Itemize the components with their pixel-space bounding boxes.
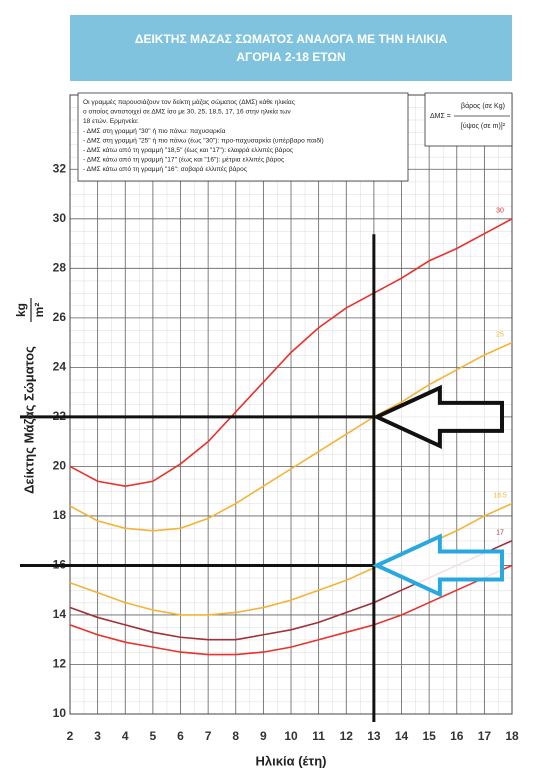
curve-label: 18.5 [493, 492, 507, 499]
formula-left: ΔΜΣ = [430, 113, 451, 120]
y-axis-label: Δείκτης Μάζας Σώματος [21, 346, 36, 494]
y-axis-title: Δείκτης Μάζας Σώματος kg m² [14, 298, 46, 494]
y-tick-label: 14 [53, 607, 67, 621]
y-tick-label: 18 [53, 508, 67, 522]
note-line: 18 ετών. Ερμηνεία: [83, 117, 139, 125]
x-tick-label: 13 [367, 729, 381, 743]
x-tick-label: 4 [122, 729, 129, 743]
note-line: Οι γραμμές παρουσιάζουν τον δείκτη μάζας… [83, 98, 295, 106]
x-tick-label: 15 [422, 729, 436, 743]
x-tick-label: 7 [205, 729, 212, 743]
x-tick-label: 5 [150, 729, 157, 743]
y-unit-numerator: kg [14, 303, 28, 317]
curve-label: 17 [496, 530, 504, 537]
note-line: - ΔΜΣ κάτω από τη γραμμή "18,5" (έως και… [83, 146, 293, 154]
y-tick-label: 24 [53, 360, 67, 374]
y-tick-label: 20 [53, 459, 67, 473]
y-tick-label: 26 [53, 310, 67, 324]
header-box [70, 15, 512, 81]
y-tick-label: 30 [53, 211, 67, 225]
y-tick-label: 10 [53, 706, 67, 720]
formula-numerator: βάρος (σε Kg) [461, 102, 505, 110]
note-line: - ΔΜΣ κάτω από τη γραμμή "16": σοβαρά ελ… [83, 165, 247, 173]
y-tick-label: 12 [53, 657, 67, 671]
chart-title: ΔΕΙΚΤΗΣ ΜΑΖΑΣ ΣΩΜΑΤΟΣ ΑΝΑΛΟΓΑ ΜΕ ΤΗΝ ΗΛΙ… [135, 32, 448, 46]
x-tick-label: 14 [395, 729, 409, 743]
x-tick-label: 3 [94, 729, 101, 743]
arrow [372, 533, 504, 598]
y-tick-label: 32 [53, 161, 67, 175]
note-line: ο οποίος αντιστοιχεί σε ΔΜΣ ίσο με 30, 2… [83, 108, 291, 116]
y-unit-denominator: m² [32, 303, 46, 318]
curve [69, 218, 513, 488]
x-tick-label: 9 [260, 729, 267, 743]
x-tick-label: 17 [478, 729, 492, 743]
x-axis-label: Ηλικία (έτη) [256, 753, 327, 768]
curve-label: 30 [496, 208, 504, 215]
y-tick-label: 28 [53, 260, 67, 274]
x-tick-label: 10 [284, 729, 298, 743]
x-tick-label: 18 [505, 729, 519, 743]
x-tick-label: 2 [67, 729, 74, 743]
formula-box [424, 92, 513, 147]
curve [69, 564, 513, 656]
note-line: - ΔΜΣ κάτω από τη γραμμή "17" (έως και "… [83, 156, 284, 164]
curve-label: 25 [496, 331, 504, 338]
x-tick-label: 6 [177, 729, 184, 743]
note-line: - ΔΜΣ στη γραμμή "25" ή πιο πάνω (έως "3… [83, 136, 324, 144]
curve [69, 341, 513, 532]
x-tick-label: 12 [340, 729, 354, 743]
notes-box [77, 92, 409, 182]
x-tick-label: 11 [312, 729, 325, 743]
chart-subtitle: ΑΓΟΡΙΑ 2-18 ΕΤΩΝ [236, 50, 345, 64]
formula-denominator: [ύψος (σε m)]² [461, 122, 506, 130]
note-line: - ΔΜΣ στη γραμμή "30" ή πιο πάνω: παχυσα… [83, 127, 226, 135]
x-tick-label: 16 [450, 729, 464, 743]
arrow [372, 384, 504, 450]
x-tick-label: 8 [232, 729, 239, 743]
